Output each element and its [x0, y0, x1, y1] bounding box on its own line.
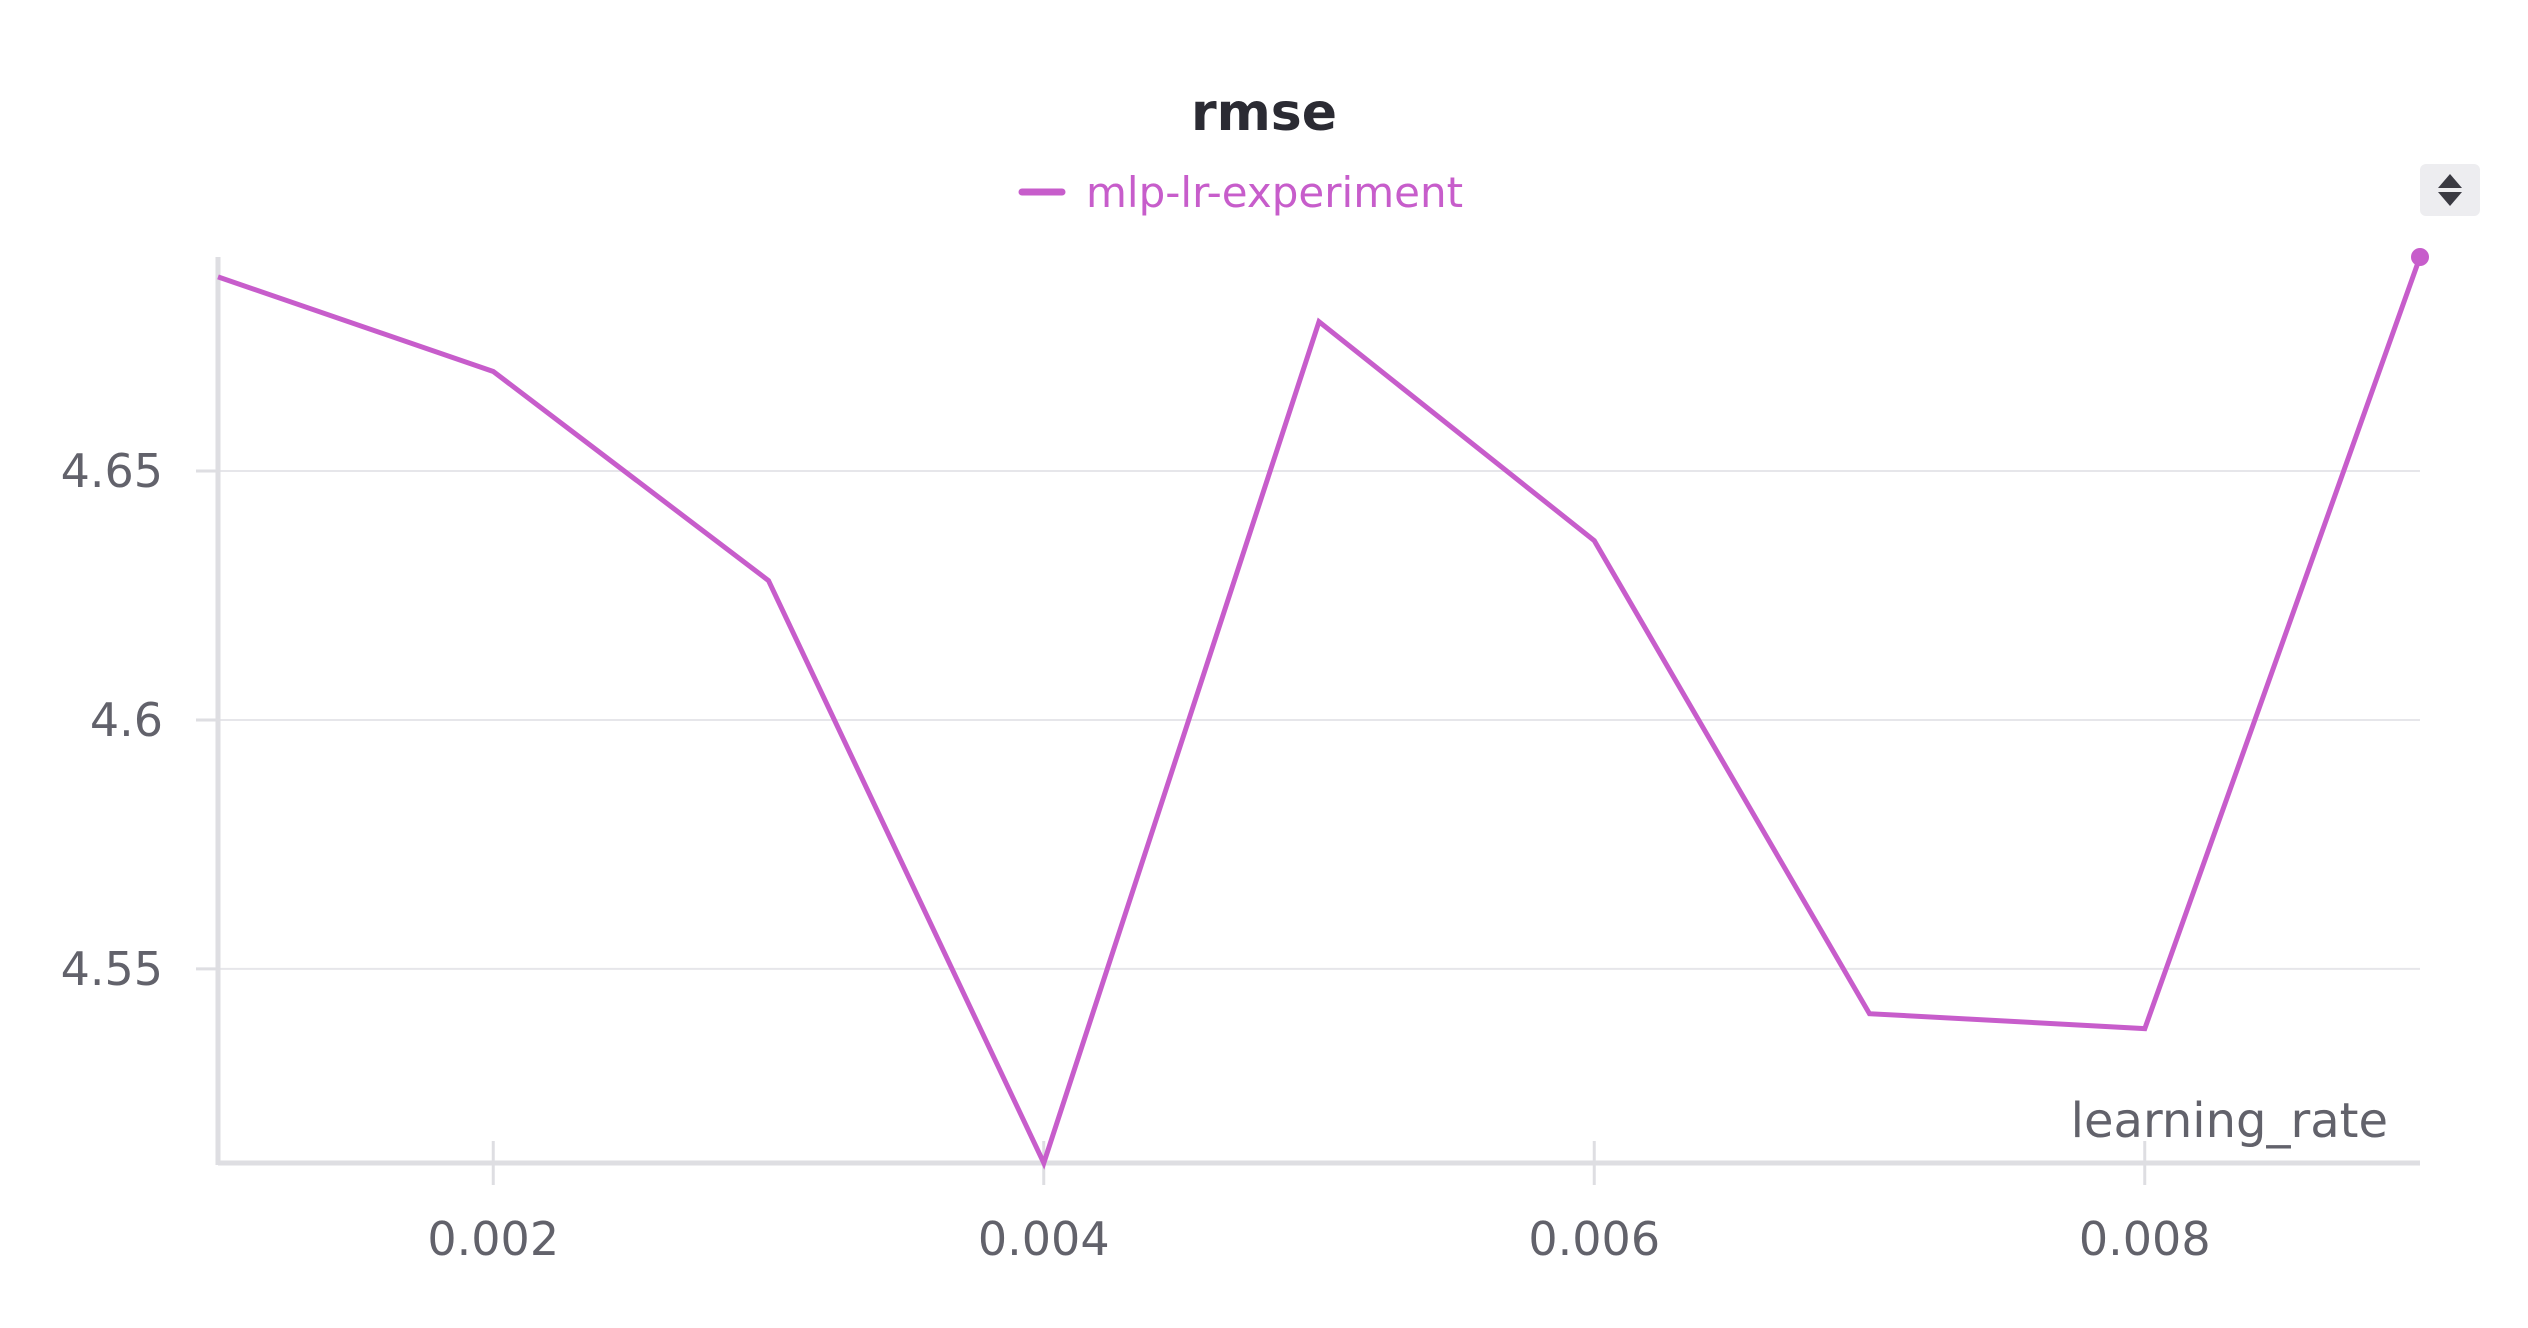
chart-title: rmse: [1191, 83, 1337, 143]
series-end-point: [2411, 248, 2429, 266]
y-tick-label: 4.6: [90, 693, 163, 747]
x-tick-label: 0.008: [2079, 1212, 2211, 1266]
y-tick-label: 4.65: [61, 444, 163, 498]
legend[interactable]: mlp-lr-experiment: [1018, 168, 1463, 217]
x-tick-label: 0.006: [1528, 1212, 1660, 1266]
x-tick-label: 0.004: [978, 1212, 1110, 1266]
sort-toggle-button[interactable]: [2420, 164, 2480, 216]
sort-down-icon: [2438, 192, 2462, 206]
y-tick-label: 4.55: [61, 942, 163, 996]
tick-labels: 4.55 4.6 4.65 0.002 0.004 0.006 0.008: [61, 444, 2211, 1266]
grid-lines: [218, 470, 2420, 970]
series-line: [217, 256, 2423, 1170]
series-layer: [217, 248, 2429, 1170]
x-axis-title: learning_rate: [2071, 1093, 2388, 1149]
axes: [196, 257, 2420, 1185]
legend-label: mlp-lr-experiment: [1086, 168, 1463, 217]
sort-up-icon: [2438, 174, 2462, 188]
x-tick-label: 0.002: [427, 1212, 559, 1266]
